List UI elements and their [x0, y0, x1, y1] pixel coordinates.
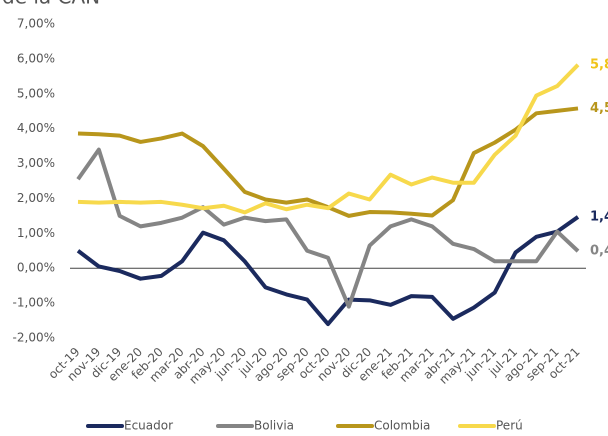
chart-title: de la CAN [2, 0, 100, 9]
y-tick-label: 0,00% [17, 261, 55, 275]
legend-label: Ecuador [124, 419, 173, 433]
y-tick-label: 7,00% [17, 17, 55, 31]
value-label: 5,83% [590, 57, 608, 72]
y-tick-label: 2,00% [17, 191, 55, 205]
line [77, 106, 579, 218]
value-label: 4,58% [590, 101, 608, 116]
line [77, 63, 580, 215]
legend-label: Perú [496, 419, 523, 433]
y-tick-label: 6,00% [17, 51, 55, 65]
y-tick-label: -2,00% [13, 331, 55, 345]
y-tick-label: 4,00% [17, 121, 55, 135]
value-label: 0,49% [590, 244, 608, 259]
value-label: 1,47% [590, 209, 608, 224]
line [76, 215, 580, 327]
y-tick-label: -1,00% [13, 296, 55, 310]
y-tick-label: 5,00% [17, 86, 55, 100]
legend-label: Colombia [374, 419, 430, 433]
y-tick-label: 1,00% [17, 226, 55, 240]
y-tick-label: 3,00% [17, 156, 55, 170]
legend-label: Bolivia [254, 419, 294, 433]
line [76, 147, 580, 309]
